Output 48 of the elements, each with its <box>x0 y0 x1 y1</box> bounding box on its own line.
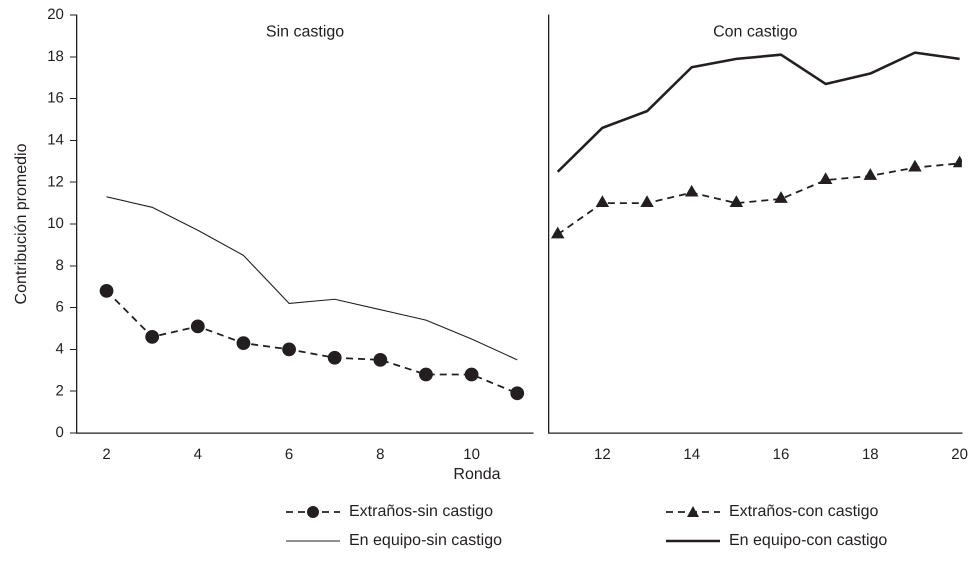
x-tick-label: 20 <box>951 446 968 464</box>
x-axis-title: Ronda <box>452 466 502 484</box>
point <box>640 196 654 207</box>
x-tick-label: 14 <box>683 446 700 464</box>
point <box>864 169 876 180</box>
y-tick-label: 20 <box>47 6 64 24</box>
legend-label: Extraños-con castigo <box>729 503 878 521</box>
y-tick-label: 16 <box>47 90 64 107</box>
point <box>908 160 922 172</box>
y-tick-label: 12 <box>47 173 64 190</box>
point <box>190 320 205 334</box>
point <box>145 330 160 344</box>
x-tick-label: 8 <box>376 446 385 464</box>
text: Con castigo <box>713 23 798 40</box>
y-tick-label: 18 <box>47 48 64 65</box>
legend-label: Extraños-sin castigo <box>349 503 494 521</box>
text: Sin castigo <box>266 23 344 40</box>
y-tick-label: 4 <box>56 340 64 358</box>
y-tick-label: 2 <box>56 382 64 400</box>
y-tick-label: 14 <box>47 132 64 149</box>
x-tick-label: 16 <box>772 446 790 464</box>
point <box>730 196 742 207</box>
point <box>596 196 608 207</box>
x-tick-label: 10 <box>463 446 480 464</box>
x-tick-label: 12 <box>594 446 611 464</box>
legend-label: En equipo-sin castigo <box>349 532 502 550</box>
point <box>282 342 296 356</box>
y-tick-label: 0 <box>56 424 64 442</box>
y-axis-title: Contribución promedio <box>13 143 30 304</box>
y-tick-label: 10 <box>47 215 64 232</box>
point <box>419 368 433 382</box>
point <box>686 186 698 197</box>
x-tick-label: 18 <box>862 446 879 464</box>
point <box>774 192 788 203</box>
y-tick-label: 8 <box>56 256 64 274</box>
x-tick-label: 4 <box>194 446 202 464</box>
x-tick-label: 6 <box>284 446 294 464</box>
x-tick-label: 2 <box>102 446 111 464</box>
point <box>510 386 524 400</box>
legend-label: En equipo-con castigo <box>729 532 888 550</box>
y-tick-label: 6 <box>56 298 64 316</box>
point <box>236 336 250 350</box>
point <box>552 228 564 238</box>
point <box>100 284 114 298</box>
point <box>373 352 388 367</box>
point <box>820 173 832 184</box>
point <box>328 350 342 365</box>
point <box>464 368 478 382</box>
